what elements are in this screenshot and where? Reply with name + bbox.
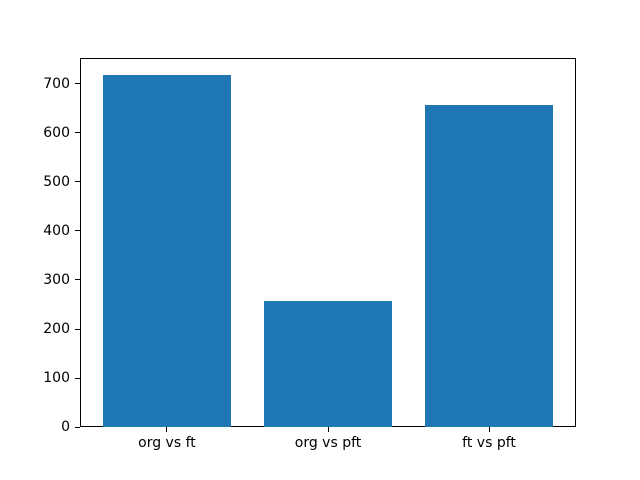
y-axis-tick-label: 100 bbox=[43, 370, 70, 387]
y-axis-tick-label: 400 bbox=[43, 222, 70, 239]
bar bbox=[424, 104, 554, 428]
y-axis-tick-label: 300 bbox=[43, 271, 70, 288]
bar bbox=[263, 301, 393, 428]
y-axis-tick bbox=[75, 426, 80, 428]
x-axis-tick bbox=[488, 427, 490, 433]
x-axis-tick bbox=[166, 427, 168, 433]
y-axis-tick bbox=[75, 279, 80, 281]
y-axis-tick bbox=[75, 83, 80, 85]
y-axis-tick-label: 600 bbox=[43, 124, 70, 141]
bar bbox=[102, 75, 232, 428]
y-axis-tick bbox=[75, 230, 80, 232]
y-axis-tick bbox=[75, 132, 80, 134]
y-axis-tick-label: 200 bbox=[43, 321, 70, 338]
x-axis-tick-label: ft vs pft bbox=[462, 435, 516, 452]
x-axis-tick-label: org vs pft bbox=[294, 435, 362, 452]
y-axis-tick bbox=[75, 181, 80, 183]
y-axis-tick-label: 0 bbox=[61, 419, 70, 436]
y-axis-tick-label: 700 bbox=[43, 75, 70, 92]
y-axis-tick-label: 500 bbox=[43, 173, 70, 190]
x-axis-tick bbox=[327, 427, 329, 433]
y-axis-tick bbox=[75, 328, 80, 330]
y-axis-tick bbox=[75, 377, 80, 379]
x-axis-tick-label: org vs ft bbox=[138, 435, 196, 452]
